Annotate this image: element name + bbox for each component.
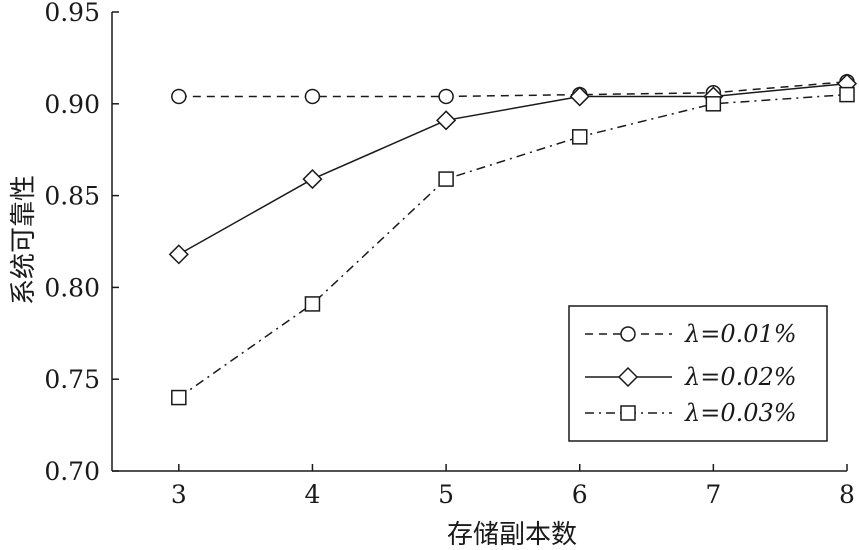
data-point-diamond [569,86,590,107]
x-axis-label: 存储副本数 [447,520,577,550]
data-point-diamond [168,244,189,265]
data-point-circle [304,88,321,105]
x-tick-label: 6 [572,480,588,509]
y-axis-label: 系统可靠性 [9,175,39,305]
data-point-circle [438,88,454,105]
legend: λ=0.01% λ=0.02% λ=0.03% [568,305,828,442]
x-tick-label: 5 [438,480,454,509]
x-tick-label: 7 [705,480,721,509]
y-tick-label: 0.95 [44,0,100,27]
series-group [168,73,858,406]
legend-marker-circle [620,326,636,342]
x-tick-label: 8 [839,480,855,509]
legend-label: λ=0.01% [684,320,797,348]
axes [111,12,847,472]
legend-box [568,305,828,442]
y-tick-label: 0.80 [44,273,100,302]
x-tick-label: 4 [305,480,321,509]
series-line [178,82,848,256]
legend-label: λ=0.03% [684,399,797,427]
series-circle [171,74,855,105]
data-point-circle [171,88,187,105]
y-tick-label: 0.70 [44,457,100,486]
data-point-square [304,296,321,312]
y-tick-label: 0.90 [44,90,100,119]
data-point-diamond [436,110,457,131]
data-point-square [571,129,588,145]
ticks: 3 4 5 6 7 8 0.70 0.75 0.80 0.85 0.90 0.95 [44,0,855,509]
data-point-diamond [302,169,323,190]
y-tick-label: 0.75 [44,365,100,394]
data-point-square [438,171,454,187]
series-diamond [168,73,858,265]
series-square [171,86,855,406]
series-line [178,81,848,98]
legend-marker-diamond [617,366,639,388]
x-tick-label: 3 [171,480,187,509]
y-tick-label: 0.85 [44,182,100,211]
data-point-square [705,96,722,112]
data-point-square [839,86,855,103]
data-point-square [171,389,187,406]
legend-label: λ=0.02% [684,363,797,391]
legend-marker-square [620,405,636,421]
